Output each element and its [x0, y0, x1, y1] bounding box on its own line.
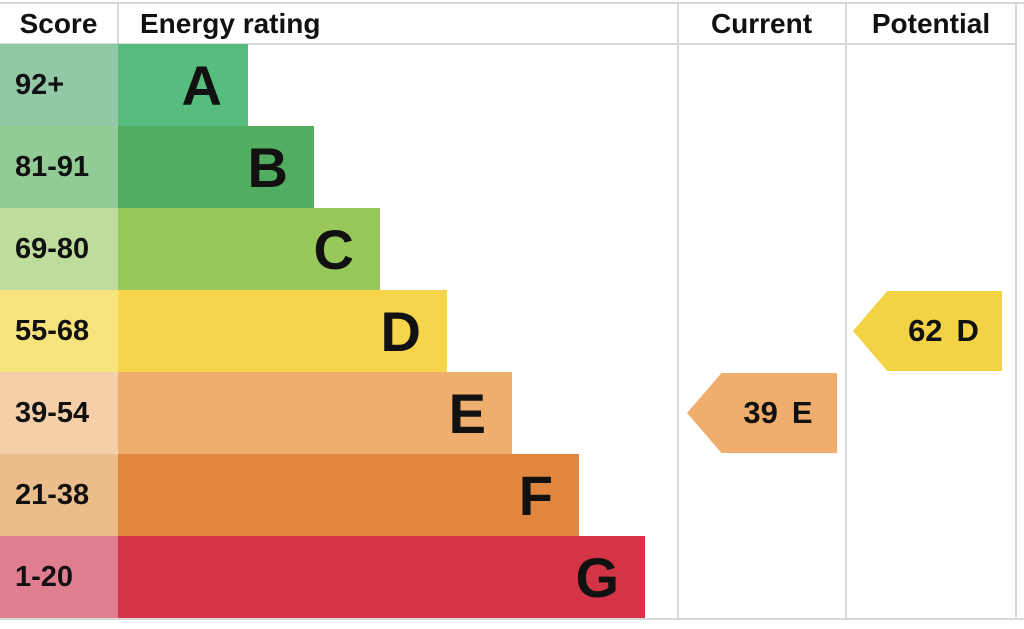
rating-row-d: 55-68 D — [0, 290, 678, 372]
rating-bar-c: C — [118, 208, 380, 290]
rating-row-g: 1-20 G — [0, 536, 678, 618]
score-range-f: 21-38 — [0, 454, 118, 536]
current-rating-grade: E — [791, 395, 813, 430]
score-range-b: 81-91 — [0, 126, 118, 208]
table-top-border — [0, 2, 1024, 4]
score-column-header: Score — [19, 7, 98, 39]
score-range-g: 1-20 — [0, 536, 118, 618]
potential-rating-value: 62 — [908, 313, 943, 348]
score-column-divider — [117, 2, 119, 43]
potential-column-divider — [845, 2, 847, 618]
current-rating-value: 39 — [743, 395, 778, 430]
rating-bar-a: A — [118, 44, 248, 126]
rating-bar-d: D — [118, 290, 447, 372]
score-range-d: 55-68 — [0, 290, 118, 372]
header-underline — [0, 43, 1015, 45]
rating-bar-b: B — [118, 126, 314, 208]
rating-row-b: 81-91 B — [0, 126, 678, 208]
potential-column-header: Potential — [871, 7, 991, 39]
energy-rating-column-header: Energy rating — [140, 7, 321, 39]
potential-rating-grade: D — [956, 313, 979, 348]
rating-bar-f: F — [118, 454, 579, 536]
rating-bar-e: E — [118, 372, 512, 454]
rating-row-c: 69-80 C — [0, 208, 678, 290]
table-right-border — [1015, 2, 1017, 620]
current-column-divider — [677, 2, 679, 618]
rating-bar-g: G — [118, 536, 645, 618]
rating-row-a: 92+ A — [0, 44, 678, 126]
rating-row-e: 39-54 E — [0, 372, 678, 454]
current-rating-arrow: 39 E — [687, 373, 837, 453]
score-range-c: 69-80 — [0, 208, 118, 290]
score-range-e: 39-54 — [0, 372, 118, 454]
score-range-a: 92+ — [0, 44, 118, 126]
table-bottom-border — [0, 618, 1024, 620]
current-column-header: Current — [710, 7, 813, 39]
potential-rating-arrow: 62 D — [853, 291, 1002, 371]
rating-row-f: 21-38 F — [0, 454, 678, 536]
